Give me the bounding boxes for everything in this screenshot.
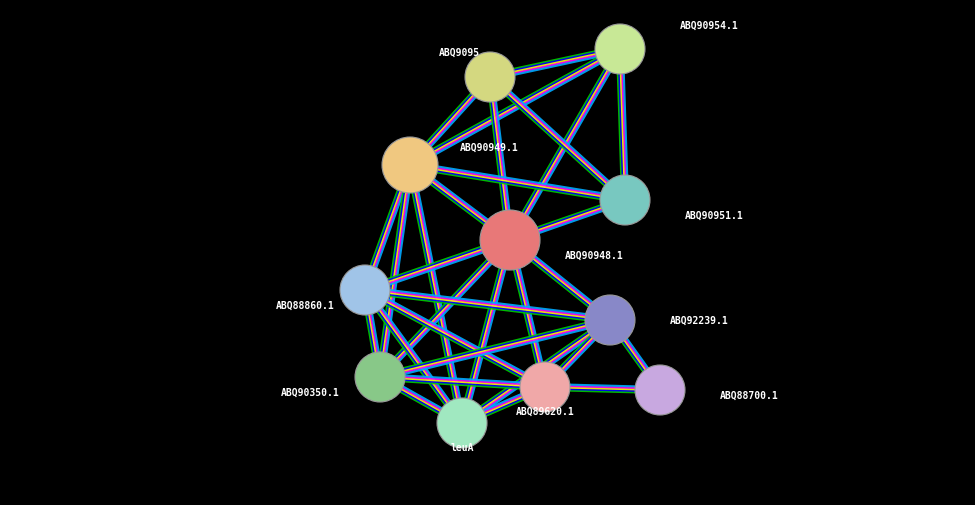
Text: ABQ90350.1: ABQ90350.1 <box>281 387 340 397</box>
Circle shape <box>585 295 635 345</box>
Text: ABQ89620.1: ABQ89620.1 <box>516 406 574 416</box>
Text: leuA: leuA <box>450 442 474 452</box>
Text: ABQ88860.1: ABQ88860.1 <box>276 300 335 311</box>
Circle shape <box>382 138 438 193</box>
Circle shape <box>600 176 650 226</box>
Circle shape <box>635 365 685 415</box>
Circle shape <box>355 352 405 402</box>
Circle shape <box>595 25 645 75</box>
Text: ABQ88700.1: ABQ88700.1 <box>720 390 779 400</box>
Text: ABQ9095: ABQ9095 <box>439 48 480 58</box>
Circle shape <box>465 53 515 103</box>
Text: ABQ90948.1: ABQ90948.1 <box>565 250 624 261</box>
Circle shape <box>520 362 570 412</box>
Text: ABQ90949.1: ABQ90949.1 <box>460 143 519 153</box>
Circle shape <box>437 398 487 448</box>
Circle shape <box>480 211 540 271</box>
Text: ABQ92239.1: ABQ92239.1 <box>670 316 728 325</box>
Circle shape <box>340 266 390 316</box>
Text: ABQ90951.1: ABQ90951.1 <box>685 211 744 221</box>
Text: ABQ90954.1: ABQ90954.1 <box>680 21 739 31</box>
